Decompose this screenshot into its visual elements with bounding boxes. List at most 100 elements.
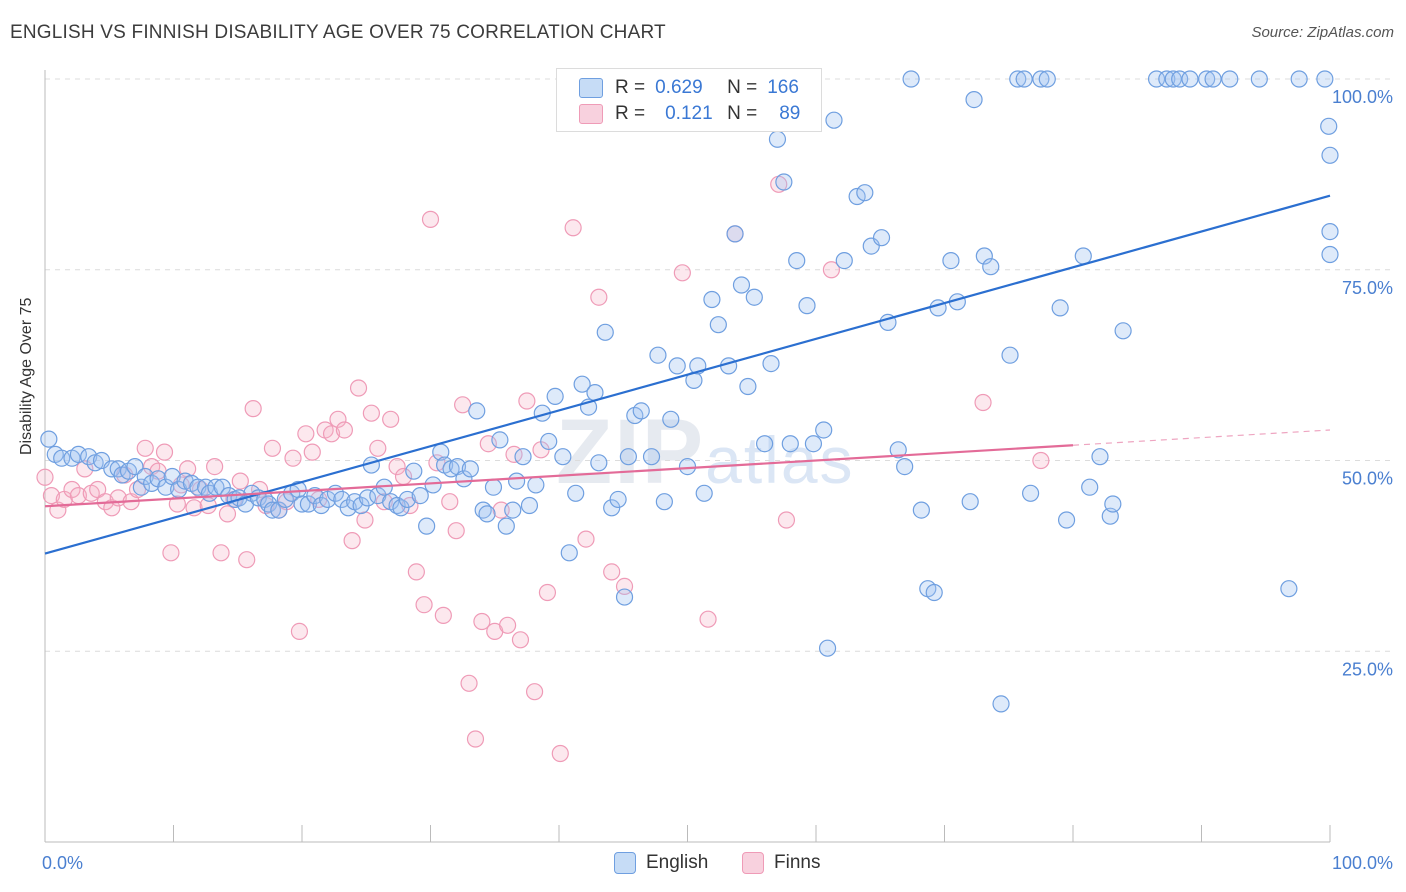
data-point: [407, 563, 425, 581]
data-point: [329, 410, 347, 428]
data-point: [577, 530, 595, 548]
data-point: [825, 111, 843, 129]
english-swatch: [579, 78, 603, 98]
data-point: [1091, 448, 1109, 466]
data-point: [1181, 70, 1199, 88]
data-point: [441, 493, 459, 511]
data-point: [609, 490, 627, 509]
data-point: [965, 91, 983, 109]
english-legend-swatch: [614, 852, 636, 874]
data-point: [40, 430, 58, 448]
data-point: [1321, 146, 1339, 164]
data-point: [1051, 299, 1069, 317]
data-point: [942, 251, 960, 270]
data-point: [126, 458, 144, 476]
data-point: [1221, 70, 1239, 88]
data-point: [649, 346, 667, 364]
data-point: [136, 439, 154, 457]
data-point: [662, 410, 680, 428]
data-point: [297, 425, 315, 443]
data-point: [312, 496, 330, 515]
data-point: [695, 484, 713, 502]
finns-trend-extension: [1072, 429, 1331, 446]
data-point: [755, 435, 774, 453]
source-credit: Source: ZipAtlas.com: [1251, 24, 1394, 41]
data-point: [1250, 70, 1268, 88]
data-point: [974, 393, 992, 412]
data-point: [564, 219, 582, 237]
data-point: [1280, 580, 1298, 598]
data-point: [162, 544, 180, 562]
data-point: [447, 522, 465, 540]
axes: [44, 70, 1331, 843]
data-point: [1104, 495, 1122, 513]
data-point: [642, 448, 661, 466]
data-point: [1038, 70, 1056, 88]
data-point: [434, 606, 452, 624]
chart-title: ENGLISH VS FINNISH DISABILITY AGE OVER 7…: [10, 22, 666, 43]
data-point: [388, 458, 406, 476]
data-point: [466, 730, 485, 748]
data-point: [726, 225, 744, 243]
legend-r-value: 0.629: [655, 77, 703, 98]
data-point: [42, 486, 61, 505]
data-point: [157, 478, 175, 496]
data-point: [1032, 70, 1050, 88]
data-point: [343, 532, 361, 550]
data-point: [424, 476, 442, 494]
data-point: [1021, 484, 1040, 502]
data-point: [499, 616, 517, 634]
legend-r-value: 0.121: [665, 103, 713, 124]
y-tick-label: 100.0%: [1332, 87, 1393, 107]
data-point: [303, 443, 321, 461]
data-point: [775, 173, 793, 191]
data-point: [655, 493, 673, 511]
data-point: [798, 297, 816, 315]
data-point: [1321, 223, 1339, 241]
data-point: [896, 458, 914, 476]
finns-legend-swatch: [742, 852, 764, 874]
data-point: [80, 448, 98, 466]
data-point: [103, 499, 121, 517]
data-point: [290, 622, 309, 641]
data-point: [546, 387, 564, 406]
data-point: [1321, 245, 1339, 264]
data-point: [975, 247, 993, 265]
data-point: [1290, 70, 1308, 88]
data-point: [1316, 70, 1334, 88]
english-points: [40, 70, 1339, 713]
data-point: [497, 517, 515, 535]
data-point: [421, 210, 440, 228]
y-tick-label: 50.0%: [1342, 469, 1393, 489]
legend-r-label: R =: [615, 77, 646, 98]
data-point: [306, 486, 324, 505]
data-point: [1158, 70, 1176, 88]
data-point: [382, 410, 400, 428]
data-point: [349, 379, 368, 397]
legend-n-value: 89: [779, 103, 801, 124]
bottom-legend-english: English: [614, 852, 708, 874]
legend-row-finns: R = 0.121 N = 89: [579, 103, 800, 125]
data-point: [912, 501, 930, 519]
data-point: [132, 478, 150, 496]
bottom-legend-finns: Finns: [742, 852, 820, 874]
data-point: [136, 467, 154, 486]
data-point: [460, 674, 478, 692]
data-point: [678, 458, 697, 476]
data-point: [270, 501, 288, 519]
data-point: [411, 486, 429, 505]
data-point: [1001, 346, 1019, 364]
data-point: [1320, 117, 1338, 135]
data-point: [538, 583, 557, 602]
data-point: [567, 484, 585, 502]
data-point: [818, 639, 837, 657]
data-point: [63, 480, 81, 499]
data-point: [1074, 247, 1092, 265]
legend-n-value: 166: [767, 77, 799, 98]
data-point: [168, 495, 186, 513]
data-point: [673, 264, 691, 282]
data-point: [358, 489, 377, 507]
tick-labels: 25.0% 50.0% 75.0% 100.0% 0.0% 100.0%: [42, 87, 1393, 873]
data-point: [1164, 70, 1182, 88]
data-point: [362, 404, 380, 422]
